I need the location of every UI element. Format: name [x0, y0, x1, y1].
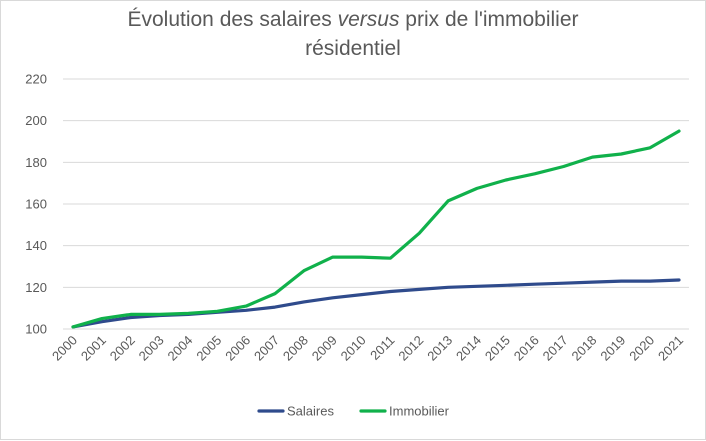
- x-tick-label: 2013: [424, 333, 455, 364]
- x-tick-label: 2000: [49, 333, 80, 364]
- y-tick-label: 140: [25, 238, 47, 253]
- chart-title-emphasis: versus: [337, 8, 400, 31]
- legend-label: Salaires: [287, 404, 334, 419]
- y-tick-label: 120: [25, 280, 47, 295]
- x-tick-label: 2004: [164, 333, 195, 364]
- x-tick-label: 2005: [193, 333, 224, 364]
- y-tick-label: 180: [25, 155, 47, 170]
- x-tick-label: 2011: [367, 333, 397, 363]
- chart-title: Évolution des salaires versus prix de l'…: [61, 5, 645, 63]
- x-tick-label: 2012: [395, 333, 426, 364]
- y-tick-label: 160: [25, 197, 47, 212]
- gridlines: [63, 78, 689, 330]
- legend-label: Immobilier: [389, 404, 450, 419]
- x-tick-label: 2003: [136, 333, 167, 364]
- x-tick-label: 2015: [482, 333, 513, 364]
- y-tick-label: 100: [25, 322, 47, 337]
- chart-title-part2: prix de l'immobilier: [399, 8, 579, 31]
- x-tick-label: 2018: [568, 333, 599, 364]
- chart-title-part1: Évolution des salaires: [127, 8, 338, 31]
- x-tick-label: 2019: [597, 333, 628, 364]
- x-tick-label: 2009: [309, 333, 340, 364]
- series-line-immobilier: [71, 129, 681, 329]
- x-tick-label: 2006: [222, 333, 253, 364]
- series-lines: [71, 129, 681, 329]
- x-axis-ticks: 2000200120022003200420052006200720082009…: [49, 333, 686, 364]
- legend: Salaires Immobilier: [257, 404, 450, 419]
- y-tick-label: 220: [25, 72, 47, 87]
- x-tick-label: 2020: [626, 333, 657, 364]
- x-tick-label: 2017: [540, 333, 571, 364]
- x-tick-label: 2002: [107, 333, 138, 364]
- x-tick-label: 2008: [280, 333, 311, 364]
- x-tick-label: 2014: [453, 333, 484, 364]
- y-tick-label: 200: [25, 113, 47, 128]
- x-tick-label: 2016: [511, 333, 542, 364]
- chart-title-line2: résidentiel: [305, 37, 401, 60]
- x-tick-label: 2021: [655, 333, 686, 364]
- x-tick-label: 2007: [251, 333, 282, 364]
- x-tick-label: 2001: [78, 333, 109, 364]
- x-tick-label: 2010: [338, 333, 369, 364]
- y-axis-ticks: 100 120 140 160 180 200 220: [25, 72, 47, 337]
